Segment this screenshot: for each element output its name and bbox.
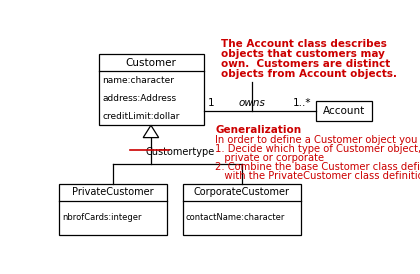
Bar — [183, 184, 300, 235]
Text: private or corporate: private or corporate — [215, 153, 324, 163]
Text: 1: 1 — [207, 98, 214, 108]
Text: The Account class describes: The Account class describes — [221, 39, 387, 49]
Text: 2. Combine the base Customer class definition: 2. Combine the base Customer class defin… — [215, 162, 420, 172]
Text: objects from Account objects.: objects from Account objects. — [221, 69, 397, 79]
Text: PrivateCustomer: PrivateCustomer — [72, 187, 154, 197]
Text: name:character: name:character — [102, 76, 174, 85]
Text: Customer: Customer — [126, 58, 177, 68]
Text: 1..*: 1..* — [293, 98, 311, 108]
Text: In order to define a Customer object you must:: In order to define a Customer object you… — [215, 135, 420, 144]
Text: nbrofCards:integer: nbrofCards:integer — [62, 213, 141, 222]
Text: own.  Customers are distinct: own. Customers are distinct — [221, 59, 391, 69]
Text: with the PrivateCustomer class definition.: with the PrivateCustomer class definitio… — [215, 172, 420, 181]
Text: objects that customers may: objects that customers may — [221, 49, 385, 59]
Bar — [316, 101, 372, 121]
Bar — [59, 184, 167, 235]
Text: creditLimit:dollar: creditLimit:dollar — [102, 112, 179, 121]
Text: owns: owns — [239, 98, 266, 108]
Text: 1. Decide which type of Customer object,: 1. Decide which type of Customer object, — [215, 144, 420, 154]
Text: address:Address: address:Address — [102, 94, 176, 103]
Polygon shape — [143, 125, 159, 138]
Text: Generalization: Generalization — [215, 125, 302, 135]
Bar — [99, 55, 204, 125]
Text: Account: Account — [323, 106, 365, 116]
Text: Customertype: Customertype — [146, 147, 215, 157]
Text: CorporateCustomer: CorporateCustomer — [194, 187, 290, 197]
Text: contactName:character: contactName:character — [186, 213, 285, 222]
